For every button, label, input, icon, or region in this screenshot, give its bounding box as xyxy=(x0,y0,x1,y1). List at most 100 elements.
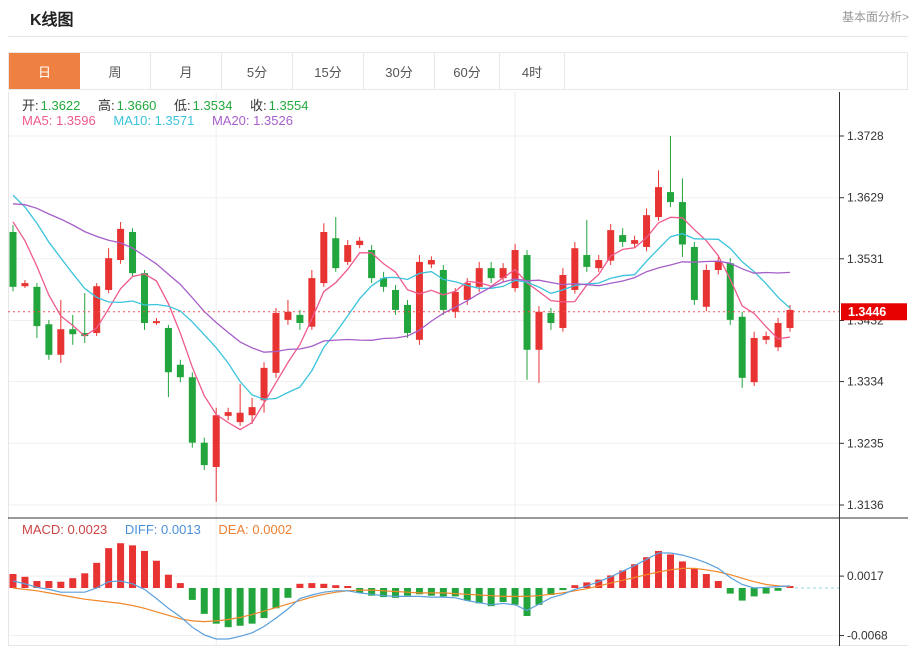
candle-body[interactable] xyxy=(57,329,65,355)
macd-histogram-bar[interactable] xyxy=(655,550,663,588)
candle-body[interactable] xyxy=(164,327,172,373)
candle-body[interactable] xyxy=(451,291,459,312)
fundamental-analysis-link[interactable]: 基本面分析> xyxy=(841,10,909,24)
candle-body[interactable] xyxy=(368,250,376,279)
candle-body[interactable] xyxy=(690,246,698,300)
macd-histogram-bar[interactable] xyxy=(212,588,220,624)
candle-body[interactable] xyxy=(320,231,328,284)
candle-body[interactable] xyxy=(439,270,447,310)
candle-body[interactable] xyxy=(188,377,196,443)
macd-histogram-bar[interactable] xyxy=(392,588,400,598)
macd-histogram-bar[interactable] xyxy=(81,573,89,588)
candle-body[interactable] xyxy=(332,238,340,269)
macd-histogram-bar[interactable] xyxy=(559,588,567,591)
candle-body[interactable] xyxy=(356,240,364,246)
tab-5分[interactable]: 5分 xyxy=(222,53,293,89)
candle-body[interactable] xyxy=(21,283,29,287)
macd-histogram-bar[interactable] xyxy=(296,583,304,588)
macd-histogram-bar[interactable] xyxy=(583,582,591,588)
candle-body[interactable] xyxy=(487,268,495,279)
macd-histogram-bar[interactable] xyxy=(619,570,627,588)
candle-body[interactable] xyxy=(272,313,280,373)
candle-body[interactable] xyxy=(547,313,555,323)
macd-histogram-bar[interactable] xyxy=(117,543,125,588)
tab-月[interactable]: 月 xyxy=(151,53,222,89)
macd-histogram-bar[interactable] xyxy=(188,588,196,600)
candle-body[interactable] xyxy=(499,268,507,279)
macd-histogram-bar[interactable] xyxy=(200,588,208,614)
macd-histogram-bar[interactable] xyxy=(714,581,722,588)
candle-body[interactable] xyxy=(200,442,208,466)
tab-15分[interactable]: 15分 xyxy=(293,53,364,89)
candle-body[interactable] xyxy=(380,278,388,287)
candle-body[interactable] xyxy=(105,258,113,290)
candle-body[interactable] xyxy=(535,311,543,350)
macd-histogram-bar[interactable] xyxy=(571,585,579,588)
candle-body[interactable] xyxy=(786,309,794,328)
candle-body[interactable] xyxy=(152,321,160,324)
macd-histogram-bar[interactable] xyxy=(248,588,256,624)
candle-body[interactable] xyxy=(714,261,722,271)
macd-histogram-bar[interactable] xyxy=(451,588,459,597)
candle-body[interactable] xyxy=(726,263,734,320)
candle-body[interactable] xyxy=(475,268,483,287)
candle-body[interactable] xyxy=(655,187,663,218)
candle-body[interactable] xyxy=(571,248,579,290)
candle-body[interactable] xyxy=(702,270,710,307)
macd-histogram-bar[interactable] xyxy=(33,581,41,588)
candle-body[interactable] xyxy=(427,260,435,265)
candle-body[interactable] xyxy=(631,240,639,244)
macd-histogram-bar[interactable] xyxy=(224,588,232,628)
macd-histogram-bar[interactable] xyxy=(236,588,244,626)
candle-body[interactable] xyxy=(284,311,292,320)
candle-body[interactable] xyxy=(463,283,471,300)
macd-histogram-bar[interactable] xyxy=(762,588,770,594)
macd-histogram-bar[interactable] xyxy=(129,545,137,588)
candle-body[interactable] xyxy=(81,332,89,337)
macd-histogram-bar[interactable] xyxy=(535,588,543,605)
macd-histogram-bar[interactable] xyxy=(750,588,758,597)
candle-body[interactable] xyxy=(117,228,125,261)
tab-30分[interactable]: 30分 xyxy=(364,53,435,89)
macd-histogram-bar[interactable] xyxy=(607,575,615,588)
candle-body[interactable] xyxy=(619,235,627,242)
candle-body[interactable] xyxy=(224,412,232,416)
macd-histogram-bar[interactable] xyxy=(774,588,782,591)
macd-histogram-bar[interactable] xyxy=(523,588,531,616)
candle-body[interactable] xyxy=(678,202,686,245)
candle-body[interactable] xyxy=(296,314,304,323)
macd-histogram-bar[interactable] xyxy=(140,550,148,588)
macd-histogram-bar[interactable] xyxy=(595,579,603,588)
macd-histogram-bar[interactable] xyxy=(69,578,77,588)
macd-histogram-bar[interactable] xyxy=(678,561,686,588)
candle-body[interactable] xyxy=(248,407,256,416)
macd-histogram-bar[interactable] xyxy=(666,554,674,588)
macd-histogram-bar[interactable] xyxy=(176,583,184,588)
candle-body[interactable] xyxy=(260,367,268,401)
macd-histogram-bar[interactable] xyxy=(152,560,160,588)
candle-body[interactable] xyxy=(523,255,531,350)
macd-histogram-bar[interactable] xyxy=(93,562,101,588)
candle-body[interactable] xyxy=(236,412,244,423)
macd-histogram-bar[interactable] xyxy=(308,583,316,588)
macd-histogram-bar[interactable] xyxy=(332,585,340,588)
tab-4时[interactable]: 4时 xyxy=(500,53,565,89)
candle-body[interactable] xyxy=(403,304,411,333)
macd-histogram-bar[interactable] xyxy=(499,588,507,602)
macd-histogram-bar[interactable] xyxy=(284,588,292,598)
candle-body[interactable] xyxy=(762,336,770,340)
macd-histogram-bar[interactable] xyxy=(702,574,710,588)
tab-日[interactable]: 日 xyxy=(9,53,80,89)
candle-body[interactable] xyxy=(344,245,352,262)
candle-body[interactable] xyxy=(738,316,746,378)
macd-histogram-bar[interactable] xyxy=(105,548,113,588)
macd-histogram-bar[interactable] xyxy=(439,588,447,597)
macd-histogram-bar[interactable] xyxy=(57,581,65,588)
candle-body[interactable] xyxy=(750,337,758,383)
candle-body[interactable] xyxy=(392,289,400,310)
macd-histogram-bar[interactable] xyxy=(487,588,495,607)
candle-body[interactable] xyxy=(583,255,591,267)
candle-body[interactable] xyxy=(129,231,137,274)
macd-histogram-bar[interactable] xyxy=(320,583,328,588)
